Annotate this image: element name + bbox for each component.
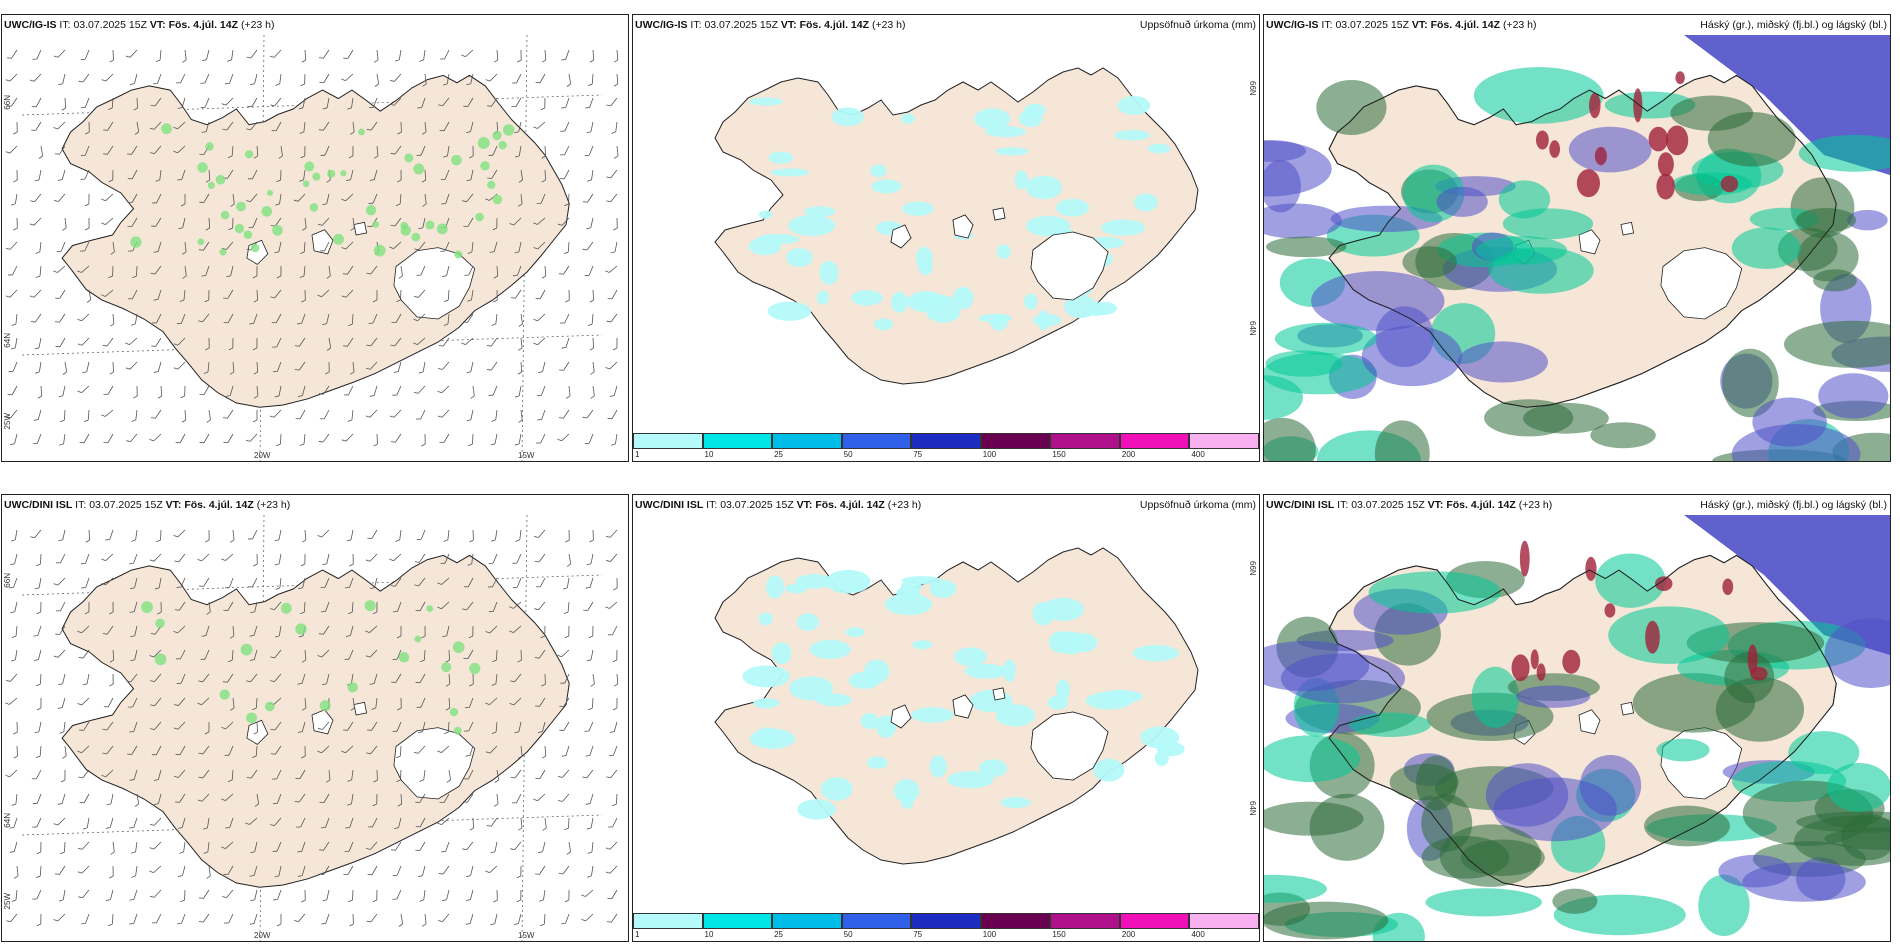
colorbar-tick: 1 bbox=[635, 450, 640, 459]
lat-label-64n: 64N bbox=[3, 813, 12, 828]
cloud-map-panel-igis[interactable]: UWC/IG-IS IT: 03.07.2025 15Z VT: Fös. 4.… bbox=[1263, 14, 1891, 462]
colorbar-tick: 25 bbox=[774, 930, 784, 939]
precip-title: Uppsöfnuð úrkoma (mm) bbox=[1139, 19, 1256, 31]
precip-map-panel-igis[interactable]: UWC/IG-IS IT: 03.07.2025 15Z VT: Fös. 4.… bbox=[632, 14, 1260, 462]
panel-header: UWC/IG-IS IT: 03.07.2025 15Z VT: Fös. 4.… bbox=[1266, 19, 1537, 31]
lon-label-25w: 25W bbox=[3, 893, 12, 910]
colorbar-tick: 200 bbox=[1121, 930, 1136, 939]
colorbar-swatch bbox=[702, 433, 773, 449]
colorbar-tick: 1 bbox=[635, 930, 640, 939]
colorbar-tick: 75 bbox=[913, 450, 923, 459]
lat-label-66n: 66N bbox=[3, 95, 12, 110]
iceland-cloud-map bbox=[1264, 35, 1890, 461]
lat-label-66n: 66N bbox=[3, 573, 12, 588]
colorbar-swatch bbox=[911, 913, 981, 929]
colorbar-swatch bbox=[980, 913, 1051, 929]
precip-colorbar: 1 10 25 50 75 100 150 200 400 bbox=[633, 913, 1259, 941]
colorbar-swatch bbox=[1119, 913, 1190, 929]
panel-header: UWC/DINI ISL IT: 03.07.2025 15Z VT: Fös.… bbox=[4, 499, 291, 511]
colorbar-tick: 400 bbox=[1191, 450, 1205, 459]
lon-label-25w: 25W bbox=[3, 413, 12, 430]
precip-colorbar: 1 10 25 50 75 100 150 200 400 bbox=[633, 433, 1259, 461]
colorbar-swatch bbox=[841, 913, 912, 929]
colorbar-tick: 50 bbox=[843, 450, 853, 459]
lon-label-20w: 20W bbox=[254, 931, 271, 940]
colorbar-tick: 100 bbox=[982, 450, 997, 459]
panel-header: UWC/DINI ISL IT: 03.07.2025 15Z VT: Fös.… bbox=[635, 499, 922, 511]
colorbar-tick: 10 bbox=[704, 930, 714, 939]
colorbar-swatch bbox=[1119, 433, 1190, 449]
lon-label-15w: 15W bbox=[518, 931, 535, 940]
iceland-map bbox=[714, 67, 1199, 385]
colorbar-swatch bbox=[841, 433, 912, 449]
iceland-map bbox=[5, 35, 619, 461]
cloud-map-panel-dini[interactable]: UWC/DINI ISL IT: 03.07.2025 15Z VT: Fös.… bbox=[1263, 494, 1891, 942]
colorbar-tick: 10 bbox=[704, 450, 714, 459]
iceland-map bbox=[714, 547, 1199, 865]
lat-label-64n: 64N bbox=[3, 333, 12, 348]
lat-label-64n: 64N bbox=[1248, 321, 1257, 336]
panel-header: UWC/IG-IS IT: 03.07.2025 15Z VT: Fös. 4.… bbox=[635, 19, 906, 31]
colorbar-tick: 200 bbox=[1121, 450, 1136, 459]
colorbar-tick: 25 bbox=[774, 450, 784, 459]
colorbar-swatch bbox=[633, 433, 703, 449]
colorbar-swatch bbox=[633, 913, 703, 929]
wind-map-panel-igis[interactable]: UWC/IG-IS IT: 03.07.2025 15Z VT: Fös. 4.… bbox=[1, 14, 629, 462]
colorbar-swatch bbox=[911, 433, 981, 449]
colorbar-tick: 150 bbox=[1052, 930, 1066, 939]
colorbar-tick: 150 bbox=[1052, 450, 1066, 459]
panel-header: UWC/DINI ISL IT: 03.07.2025 15Z VT: Fös.… bbox=[1266, 499, 1553, 511]
colorbar-swatch bbox=[702, 913, 773, 929]
colorbar-tick: 75 bbox=[913, 930, 923, 939]
colorbar-swatch bbox=[980, 433, 1051, 449]
panel-header: UWC/IG-IS IT: 03.07.2025 15Z VT: Fös. 4.… bbox=[4, 19, 275, 31]
lat-label-66n: 66N bbox=[1248, 81, 1257, 96]
iceland-cloud-map bbox=[1264, 515, 1890, 941]
lat-label-66n: 66N bbox=[1248, 561, 1257, 576]
lon-label-20w: 20W bbox=[254, 451, 271, 460]
colorbar-tick: 100 bbox=[982, 930, 997, 939]
lat-label-64n: 64N bbox=[1248, 801, 1257, 816]
precip-map-panel-dini[interactable]: UWC/DINI ISL IT: 03.07.2025 15Z VT: Fös.… bbox=[632, 494, 1260, 942]
lon-label-15w: 15W bbox=[518, 451, 535, 460]
colorbar-swatch bbox=[1189, 433, 1259, 449]
iceland-map bbox=[5, 515, 619, 941]
cloud-title: Háský (gr.), miðský (fj.bl.) og lágský (… bbox=[1700, 499, 1887, 511]
cloud-title: Háský (gr.), miðský (fj.bl.) og lágský (… bbox=[1700, 19, 1887, 31]
wind-map-panel-dini[interactable]: UWC/DINI ISL IT: 03.07.2025 15Z VT: Fös.… bbox=[1, 494, 629, 942]
colorbar-tick: 400 bbox=[1191, 930, 1205, 939]
precip-title: Uppsöfnuð úrkoma (mm) bbox=[1139, 499, 1256, 511]
colorbar-swatch bbox=[1189, 913, 1259, 929]
colorbar-swatch bbox=[1050, 433, 1120, 449]
colorbar-swatch bbox=[772, 913, 842, 929]
colorbar-swatch bbox=[1050, 913, 1120, 929]
colorbar-swatch bbox=[772, 433, 842, 449]
colorbar-tick: 50 bbox=[843, 930, 853, 939]
